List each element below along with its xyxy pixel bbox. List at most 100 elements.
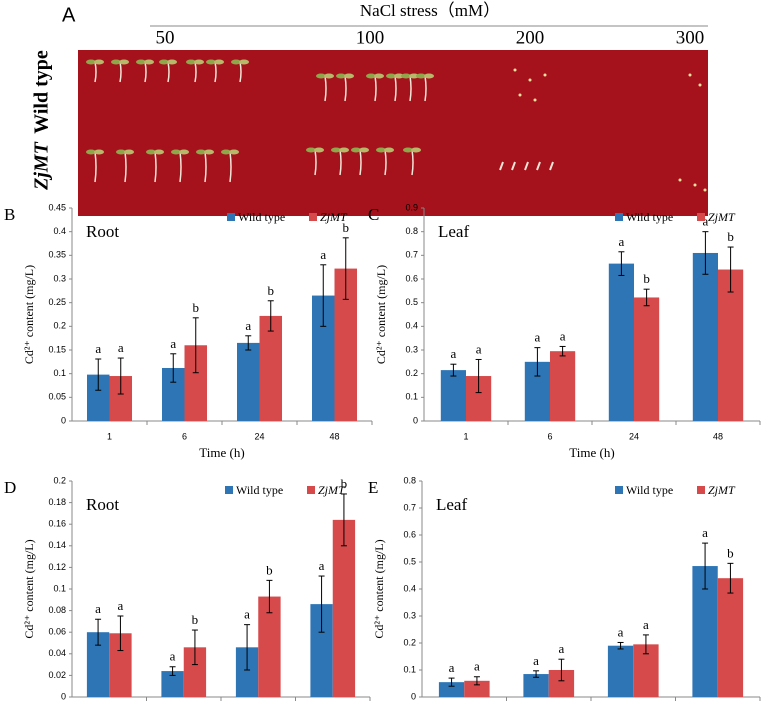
y-tick-label: 0.18 — [48, 497, 66, 507]
significance-label: b — [343, 220, 350, 235]
seedling — [511, 161, 516, 171]
y-tick-label: 0.6 — [403, 529, 416, 539]
seed — [698, 83, 702, 87]
leaf — [186, 59, 196, 65]
leaf — [171, 149, 181, 155]
leaf — [194, 59, 204, 65]
seedling — [229, 151, 232, 183]
bar — [438, 682, 465, 697]
legend-label: Wild type — [626, 210, 673, 224]
leaf — [386, 73, 396, 79]
significance-label: a — [95, 601, 101, 616]
significance-label: a — [244, 607, 250, 622]
y-tick-label: 0.5 — [403, 556, 416, 566]
bar — [259, 315, 282, 421]
y-tick-label: 0.8 — [405, 226, 418, 236]
seedling — [374, 75, 377, 102]
seed — [533, 98, 537, 102]
leaf — [116, 149, 126, 155]
leaf — [94, 59, 104, 65]
panel-title: Leaf — [438, 222, 469, 241]
y-tick-label: 0 — [411, 691, 416, 701]
legend-label: Wild type — [236, 483, 283, 497]
significance-label: b — [727, 229, 734, 244]
significance-label: a — [535, 330, 541, 345]
y-tick-label: 0.2 — [53, 321, 66, 331]
leaf — [331, 147, 341, 153]
y-tick-label: 0.9 — [405, 202, 418, 212]
legend-label: Wild type — [626, 483, 673, 497]
seedling — [339, 149, 342, 176]
significance-label: a — [643, 617, 649, 632]
leaf — [409, 73, 419, 79]
y-tick-label: 0.06 — [48, 627, 66, 637]
significance-label: a — [702, 525, 708, 540]
legend-swatch — [697, 486, 705, 494]
bar — [523, 674, 549, 697]
legend-swatch — [227, 213, 235, 221]
significance-label: b — [266, 562, 273, 577]
bar — [718, 269, 744, 421]
y-axis-label: Cd²⁺ content (mg/L) — [374, 265, 388, 364]
y-tick-label: 0.45 — [48, 202, 66, 212]
legend-swatch — [615, 213, 623, 221]
concentration: 200 — [516, 27, 545, 48]
y-tick-label: 0.6 — [405, 273, 418, 283]
panel-label: B — [4, 205, 15, 224]
y-tick-label: 0.14 — [48, 540, 66, 550]
y-tick-label: 0 — [413, 415, 418, 425]
header: NaCl stress（mM） — [360, 1, 500, 20]
y-tick-label: 0.15 — [48, 344, 66, 354]
leaf — [351, 147, 361, 153]
seedlings — [86, 59, 707, 192]
concentration: 100 — [356, 27, 385, 48]
leaf — [119, 59, 129, 65]
leaf — [159, 59, 169, 65]
legend-swatch — [697, 213, 705, 221]
charts: B Root 0 0.05 0.1 0.15 0.2 0.25 0.3 0.35 0.4 0.45 Cd… — [4, 202, 761, 701]
significance-label: b — [192, 612, 199, 627]
leaf — [336, 73, 346, 79]
significance-label: a — [320, 247, 326, 262]
x-tick-label: 24 — [254, 431, 264, 441]
y-tick-label: 0 — [61, 415, 66, 425]
legend-label: Wild type — [238, 210, 285, 224]
leaf — [403, 147, 413, 153]
leaf — [401, 73, 411, 79]
leaf — [316, 73, 326, 79]
bar — [184, 345, 207, 421]
significance-label: a — [559, 641, 565, 656]
leaf — [86, 59, 96, 65]
leaf — [394, 73, 404, 79]
seed — [678, 178, 682, 182]
significance-label: b — [193, 300, 200, 315]
leaf — [167, 59, 177, 65]
seed — [703, 188, 707, 192]
seedling — [549, 161, 554, 171]
significance-label: a — [474, 659, 480, 674]
legend-label: ZjMT — [708, 210, 736, 224]
y-tick-label: 0.3 — [53, 273, 66, 283]
significance-label: a — [118, 598, 124, 613]
bar — [607, 645, 634, 697]
y-tick-label: 0.5 — [405, 297, 418, 307]
leaf — [196, 149, 206, 155]
legend-swatch — [615, 486, 623, 494]
x-tick-label: 1 — [463, 431, 468, 441]
leaf — [144, 59, 154, 65]
seedling — [499, 161, 504, 171]
significance-label: b — [727, 545, 734, 560]
y-tick-label: 0.08 — [48, 605, 66, 615]
panel-title: Root — [86, 222, 119, 241]
y-tick-label: 0.1 — [53, 368, 66, 378]
bar — [440, 370, 466, 421]
y-tick-label: 0.1 — [405, 392, 418, 402]
x-tick-label: 6 — [547, 431, 552, 441]
leaf — [206, 59, 216, 65]
panel-label: C — [368, 205, 379, 224]
leaf — [221, 149, 231, 155]
bar — [109, 376, 132, 421]
bar — [109, 633, 132, 697]
leaf — [86, 149, 96, 155]
bar — [608, 263, 634, 421]
